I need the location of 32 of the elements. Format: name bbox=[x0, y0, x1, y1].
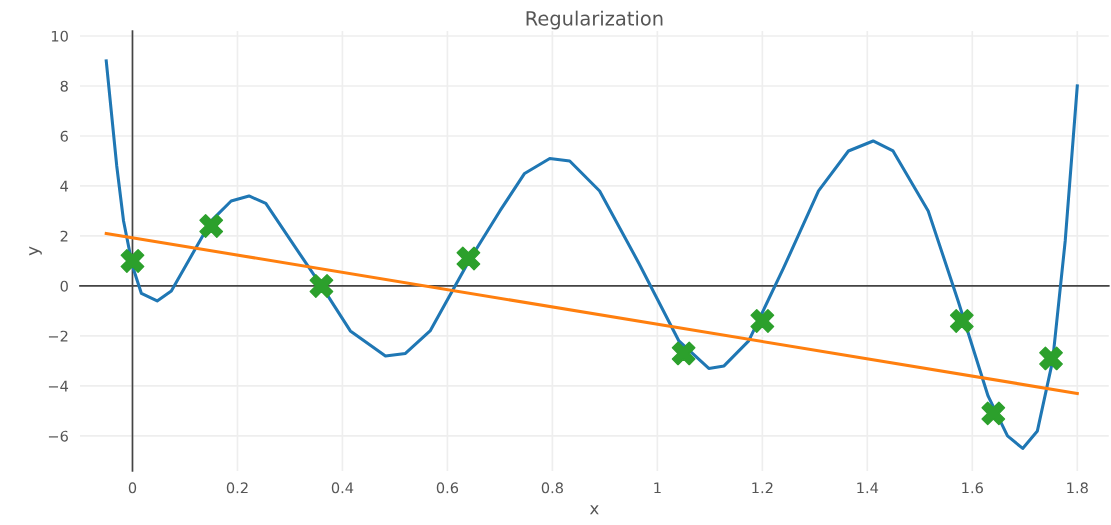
x-tick-label: 0.6 bbox=[436, 482, 459, 494]
point bbox=[456, 246, 481, 271]
y-tick-label: −2 bbox=[48, 330, 68, 342]
point bbox=[1039, 346, 1063, 371]
x-tick-label: 0.8 bbox=[541, 482, 563, 494]
x-tick-label: 1.8 bbox=[1067, 482, 1088, 494]
y-tick-label: 10 bbox=[51, 30, 68, 42]
x-tick-label: 0 bbox=[128, 482, 137, 494]
x-tick-label: 1.4 bbox=[857, 482, 879, 494]
x-tick-label: 0.2 bbox=[226, 482, 248, 494]
y-tick-label: 0 bbox=[60, 280, 68, 292]
line-series bbox=[104, 59, 1079, 450]
x-axis-title: x bbox=[589, 505, 599, 515]
point bbox=[949, 309, 974, 333]
y-tick-label: 4 bbox=[60, 180, 69, 192]
x-tick-label: 1.6 bbox=[962, 482, 983, 494]
x-tick-label: 0.4 bbox=[331, 482, 354, 494]
x-tick-label: 1 bbox=[654, 482, 661, 494]
y-tick-label: −6 bbox=[48, 430, 68, 442]
point bbox=[309, 274, 334, 298]
point bbox=[671, 341, 696, 366]
y-axis-title: y bbox=[29, 246, 42, 256]
y-tick-label: 8 bbox=[60, 80, 68, 92]
x-tick-label: 1.2 bbox=[752, 482, 773, 494]
y-tick-label: 2 bbox=[60, 230, 68, 242]
point bbox=[981, 401, 1006, 426]
y-tick-label: −4 bbox=[48, 380, 69, 392]
point bbox=[199, 214, 224, 238]
point bbox=[750, 309, 775, 333]
point bbox=[120, 249, 145, 273]
chart-title: Regularization bbox=[526, 10, 663, 30]
y-tick-label: 6 bbox=[60, 130, 68, 142]
